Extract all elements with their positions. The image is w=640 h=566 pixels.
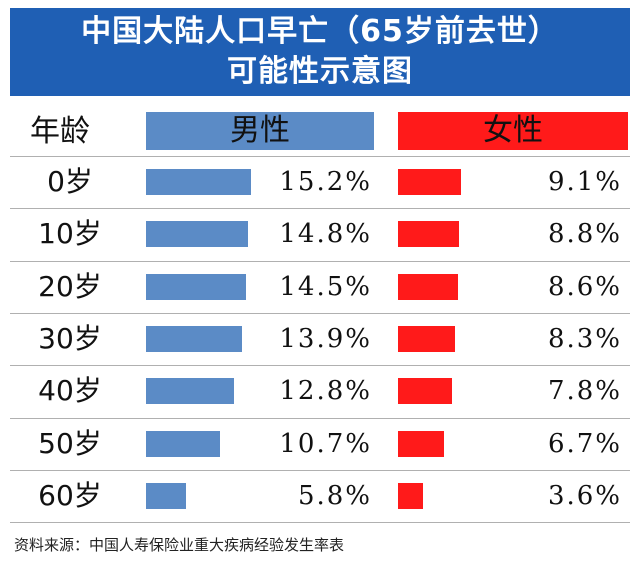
row-separator [10, 156, 630, 157]
male-bar [146, 430, 220, 457]
row-separator [10, 208, 630, 210]
male-bar [146, 325, 243, 352]
female-bar [398, 325, 456, 352]
age-label: 40岁 [38, 374, 102, 408]
female-value-label: 6.7% [547, 428, 622, 459]
column-header-row: 年龄 男性 女性 [10, 108, 630, 156]
title-banner: 中国大陆人口早亡（65岁前去世） 可能性示意图 [10, 8, 630, 96]
male-bar [146, 482, 187, 509]
row-separator [10, 365, 630, 367]
male-value-label: 5.8% [297, 480, 372, 511]
female-column-header: 女性 [398, 112, 628, 150]
source-note: 资料来源：中国人寿保险业重大疾病经验发生率表 [14, 536, 345, 554]
male-value-label: 15.2% [279, 167, 372, 197]
female-bar [398, 430, 445, 457]
female-bar [398, 169, 461, 195]
female-bar [398, 378, 452, 405]
male-value-label: 12.8% [279, 376, 372, 407]
age-label: 60岁 [38, 478, 102, 512]
male-bar [146, 221, 249, 248]
chart-title-line-1: 中国大陆人口早亡（65岁前去世） [81, 14, 559, 49]
male-value-label: 14.8% [279, 219, 372, 250]
female-value-label: 8.6% [547, 271, 622, 302]
male-bar [146, 378, 235, 405]
male-column-header: 男性 [146, 112, 374, 150]
female-value-label: 7.8% [547, 376, 622, 407]
male-bar [146, 169, 251, 195]
female-value-label: 9.1% [547, 167, 622, 197]
male-value-label: 14.5% [279, 271, 372, 302]
chart-title-line-2: 可能性示意图 [227, 54, 413, 89]
row-separator [10, 469, 630, 471]
female-bar [398, 273, 458, 300]
female-value-label: 8.8% [547, 219, 622, 250]
row-separator [10, 417, 630, 419]
male-value-label: 13.9% [279, 323, 372, 354]
row-separator [10, 312, 630, 314]
row-separator [10, 522, 630, 524]
age-label: 30岁 [38, 321, 102, 355]
row-separator [10, 260, 630, 262]
age-label: 0岁 [47, 165, 93, 198]
age-label: 10岁 [38, 217, 102, 251]
male-bar [146, 273, 247, 300]
female-bar [398, 221, 459, 248]
age-label: 20岁 [38, 269, 102, 303]
age-label: 50岁 [38, 426, 102, 460]
female-value-label: 3.6% [547, 480, 622, 511]
age-column-header: 年龄 [30, 114, 90, 149]
female-bar [398, 482, 423, 509]
male-value-label: 10.7% [279, 428, 372, 459]
female-value-label: 8.3% [547, 323, 622, 354]
